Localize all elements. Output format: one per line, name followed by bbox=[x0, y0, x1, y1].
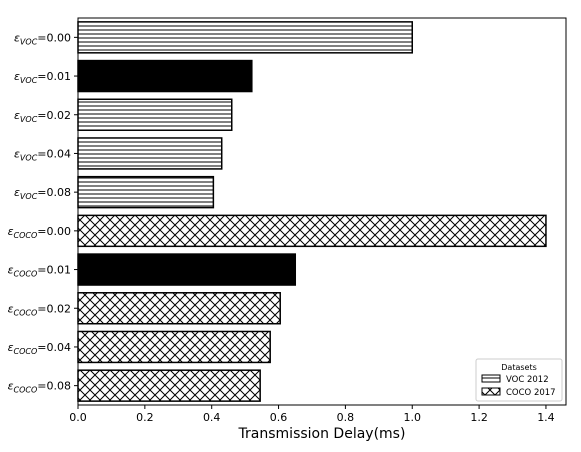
x-tick-label-6: 1.2 bbox=[470, 411, 488, 424]
legend-swatch-voc bbox=[481, 374, 501, 383]
bar-5 bbox=[77, 214, 547, 248]
x-tick-label-4: 0.8 bbox=[337, 411, 355, 424]
y-tick-label-7: εCOCO=0.02 bbox=[8, 302, 71, 317]
y-tick-label-0: εVOC=0.00 bbox=[14, 31, 71, 46]
legend-swatch-coco bbox=[481, 387, 501, 396]
bar-4 bbox=[77, 175, 215, 209]
x-tick-label-5: 1.0 bbox=[403, 411, 421, 424]
bar-9 bbox=[77, 369, 261, 402]
bar-2 bbox=[77, 98, 233, 131]
bar-7 bbox=[77, 292, 281, 325]
y-tick-label-3: εVOC=0.04 bbox=[14, 147, 71, 162]
x-tick-label-1: 0.2 bbox=[136, 411, 154, 424]
bar-6 bbox=[77, 253, 297, 286]
y-tick-label-2: εVOC=0.02 bbox=[14, 109, 71, 124]
legend-title: Datasets bbox=[501, 363, 537, 372]
y-tick-label-9: εCOCO=0.08 bbox=[8, 380, 71, 395]
x-tick-label-7: 1.4 bbox=[537, 411, 555, 424]
bar-8 bbox=[77, 330, 271, 364]
legend-label-voc: VOC 2012 bbox=[506, 375, 549, 385]
x-tick-label-3: 0.6 bbox=[270, 411, 288, 424]
x-axis-label: Transmission Delay(ms) bbox=[238, 426, 406, 442]
y-tick-label-5: εCOCO=0.00 bbox=[8, 225, 71, 240]
x-tick-label-2: 0.4 bbox=[203, 411, 221, 424]
x-axis: 0.0 0.2 0.4 0.6 0.8 1.0 1.2 1.4 bbox=[69, 405, 555, 424]
y-tick-label-8: εCOCO=0.04 bbox=[8, 341, 71, 356]
bars-layer bbox=[77, 21, 547, 402]
x-tick-label-0: 0.0 bbox=[69, 411, 87, 424]
bar-0 bbox=[77, 21, 413, 54]
y-tick-label-1: εVOC=0.01 bbox=[14, 70, 71, 85]
y-tick-label-4: εVOC=0.08 bbox=[14, 186, 71, 201]
y-axis: εVOC=0.00 εVOC=0.01 εVOC=0.02 εVOC=0.04 εVOC… bbox=[8, 31, 78, 395]
y-tick-label-6: εCOCO=0.01 bbox=[8, 264, 71, 279]
plot-frame bbox=[77, 17, 567, 406]
legend: Datasets VOC 2012 COCO 2017 bbox=[475, 358, 563, 402]
bar-1 bbox=[77, 59, 253, 93]
bar-3 bbox=[77, 137, 223, 170]
legend-label-coco: COCO 2017 bbox=[506, 388, 556, 398]
